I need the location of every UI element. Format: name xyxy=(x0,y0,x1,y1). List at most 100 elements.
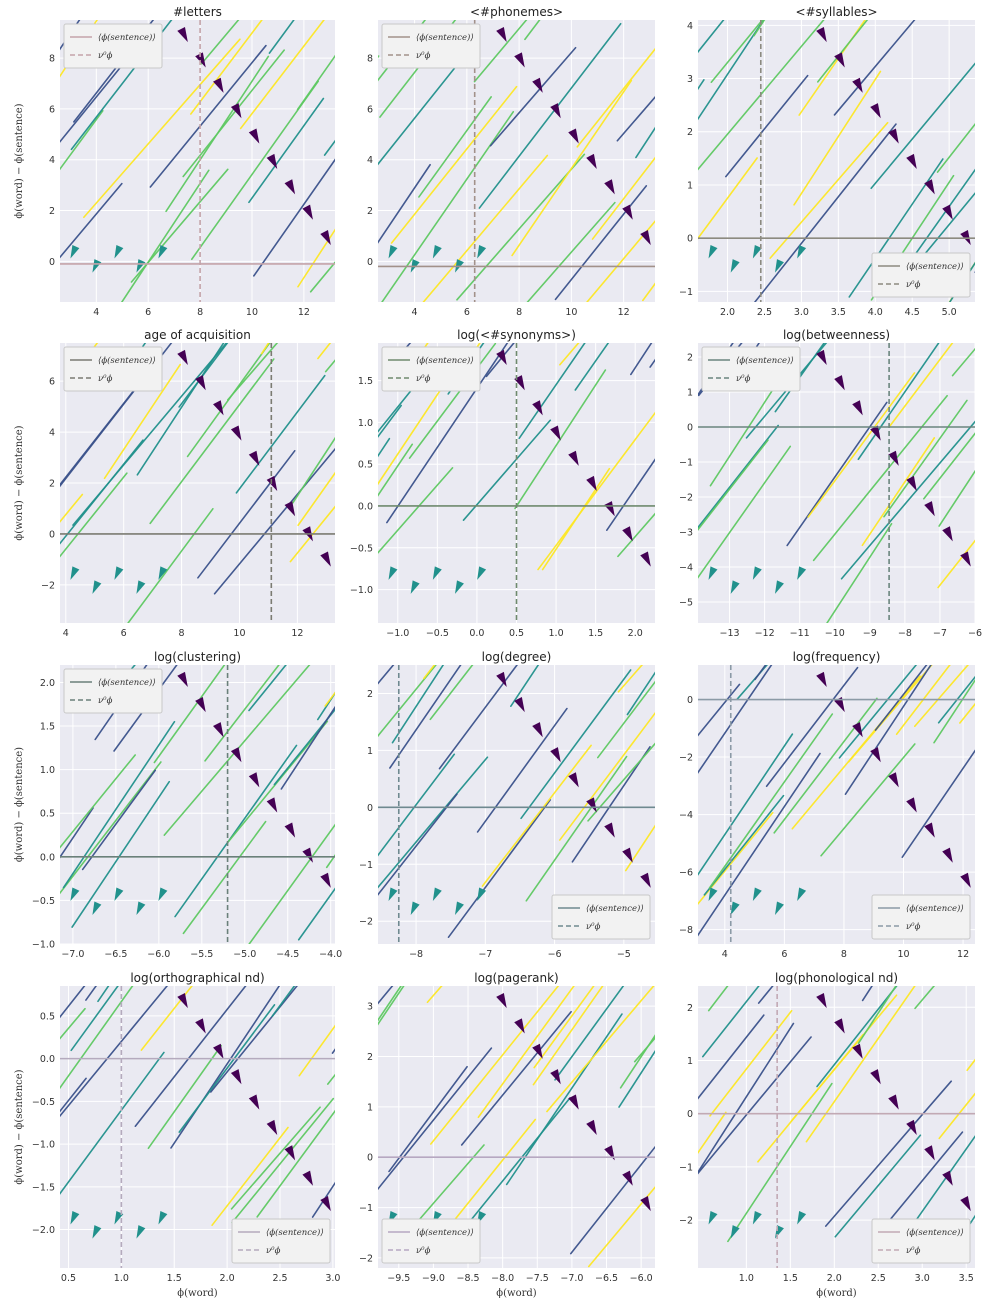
streamline xyxy=(933,678,975,744)
y-tick-label: 6 xyxy=(367,104,373,115)
x-tick-label: −4.5 xyxy=(276,949,299,960)
flow-arrow xyxy=(432,566,442,580)
flow-arrow xyxy=(568,772,579,788)
legend-box xyxy=(871,1218,971,1264)
x-tick-label: −6 xyxy=(548,949,562,960)
streamline xyxy=(617,665,644,693)
x-tick-label: 6 xyxy=(121,628,127,639)
y-tick-label: −1 xyxy=(679,458,693,469)
streamline xyxy=(923,432,975,500)
streamline xyxy=(511,79,633,257)
legend-box xyxy=(381,23,481,69)
streamline xyxy=(149,358,275,525)
streamline xyxy=(633,1036,655,1063)
streamline xyxy=(204,665,280,762)
streamline xyxy=(698,1111,727,1155)
x-tick-label: 8 xyxy=(197,307,203,318)
y-tick-label: 0.0 xyxy=(40,852,55,863)
x-tick-label: 2.0 xyxy=(720,307,735,318)
streamline xyxy=(477,986,575,1119)
y-tick-label: 2 xyxy=(49,479,55,490)
streamline xyxy=(902,168,975,273)
y-tick-label: 0 xyxy=(687,695,693,706)
flow-arrow xyxy=(797,887,807,902)
legend: ⟨ϕ(sentence)⟩ ν⁰ϕ xyxy=(63,23,163,69)
legend: ⟨ϕ(sentence)⟩ ν⁰ϕ xyxy=(871,252,971,298)
legend-box xyxy=(381,346,481,392)
streamline xyxy=(60,807,94,859)
streamline xyxy=(619,1034,655,1089)
streamline xyxy=(526,201,616,302)
x-tick-label: 2.0 xyxy=(628,628,643,639)
x-tick-label: 2.0 xyxy=(827,1273,842,1284)
x-tick-label: −8 xyxy=(409,949,423,960)
streamlines xyxy=(698,20,975,302)
y-tick-label: −4 xyxy=(679,810,693,821)
streamlines xyxy=(698,665,975,937)
x-tick-label: 10 xyxy=(233,628,245,639)
flow-arrow xyxy=(136,259,146,273)
streamline xyxy=(256,1109,335,1218)
flow-arrow xyxy=(136,580,146,594)
streamline xyxy=(774,343,826,413)
streamlines xyxy=(378,986,655,1268)
x-tick-label: −5 xyxy=(617,949,631,960)
flow-arrow xyxy=(775,259,784,273)
legend-label-mean: ⟨ϕ(sentence)⟩ xyxy=(906,1227,964,1238)
streamline xyxy=(883,399,968,518)
flow-arrow xyxy=(816,27,827,43)
streamline xyxy=(60,1077,87,1113)
streamline xyxy=(149,44,267,188)
flow-arrow xyxy=(640,872,651,888)
streamline xyxy=(518,343,586,440)
legend-label-mean: ⟨ϕ(sentence)⟩ xyxy=(98,355,156,366)
flow-arrow xyxy=(114,566,124,580)
flow-arrow xyxy=(284,179,296,195)
streamline xyxy=(617,512,655,558)
y-tick-label: −2.0 xyxy=(32,1225,55,1236)
x-tick-label: 1.5 xyxy=(783,1273,798,1284)
flow-arrow xyxy=(730,901,740,916)
flow-arrow xyxy=(888,1094,899,1110)
flow-arrow xyxy=(852,400,863,416)
legend-label-nu: ν⁰ϕ xyxy=(266,1246,281,1256)
flow-arrow xyxy=(432,887,442,902)
flow-arrow xyxy=(550,103,561,119)
streamline xyxy=(525,755,628,902)
streamline xyxy=(378,443,414,497)
y-tick-label: 1.5 xyxy=(40,722,55,733)
flow-arrow xyxy=(816,349,827,366)
y-tick-label: −1.5 xyxy=(32,1182,55,1193)
x-tick-label: −0.5 xyxy=(426,628,449,639)
y-tick-label: 4 xyxy=(49,428,55,439)
panel-12: 1.0 1.5 2.0 2.5 3.0 3.5 −2 −1 0 1 2 log(phonologica… xyxy=(679,971,975,1299)
flow-arrow xyxy=(410,901,420,916)
streamline xyxy=(727,1082,833,1243)
streamline xyxy=(703,794,785,896)
flow-arrow xyxy=(195,696,206,713)
streamline xyxy=(209,986,298,1093)
streamline xyxy=(709,1009,793,1117)
flow-arrow xyxy=(477,887,487,902)
streamline xyxy=(127,508,214,623)
x-tick-label: 1.0 xyxy=(739,1273,754,1284)
streamline xyxy=(857,343,940,461)
legend-box xyxy=(871,252,971,298)
legend-label-mean: ⟨ϕ(sentence)⟩ xyxy=(416,1227,474,1238)
legend-label-nu: ν⁰ϕ xyxy=(416,51,431,61)
streamline xyxy=(71,780,171,928)
flow-arrow xyxy=(604,822,615,838)
flow-arrow xyxy=(496,993,507,1009)
y-tick-label: −1 xyxy=(359,860,373,871)
flow-arrow xyxy=(70,566,80,580)
flow-arrow xyxy=(70,887,80,902)
x-tick-label: −7 xyxy=(933,628,947,639)
flow-arrow xyxy=(455,580,464,594)
streamline xyxy=(798,20,866,116)
streamline xyxy=(113,665,178,752)
y-tick-label: 2 xyxy=(367,1052,373,1063)
streamline xyxy=(268,20,295,54)
y-tick-label: −2 xyxy=(359,917,373,928)
streamline xyxy=(248,665,287,712)
flow-arrow xyxy=(496,671,507,687)
